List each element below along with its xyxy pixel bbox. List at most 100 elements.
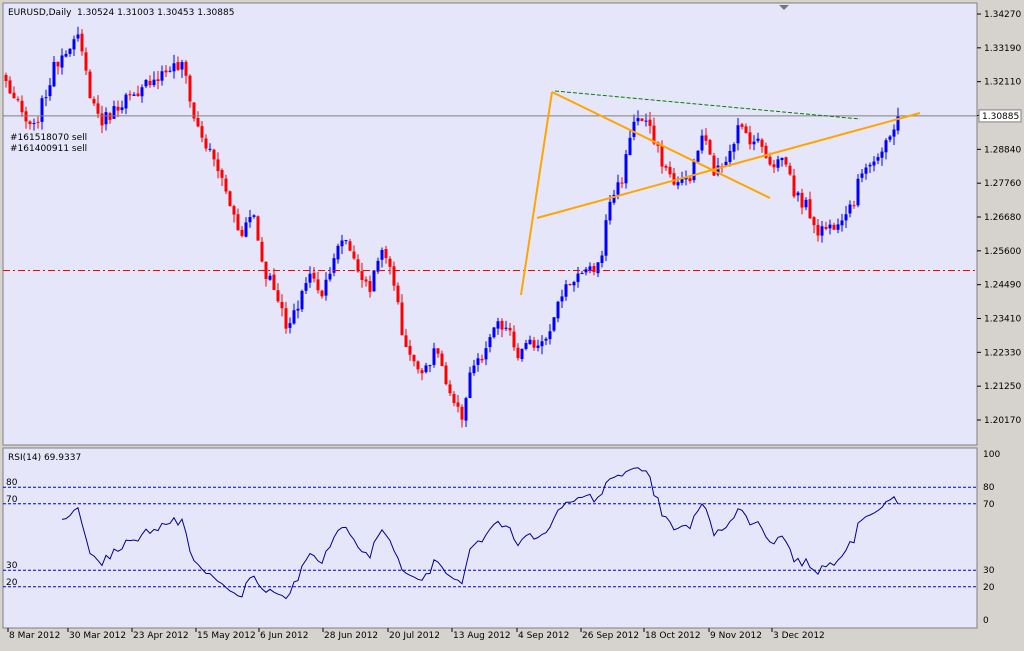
price-candle bbox=[520, 348, 524, 362]
price-candle bbox=[184, 60, 188, 84]
rsi-axis-tick-label: 80 bbox=[983, 483, 995, 493]
trendline-rising-support[interactable] bbox=[536, 112, 921, 219]
price-candle bbox=[804, 197, 808, 211]
price-candle bbox=[388, 256, 392, 275]
price-candle bbox=[892, 124, 896, 146]
price-candle bbox=[636, 110, 640, 126]
price-candle bbox=[596, 262, 600, 277]
chart-shift-marker-icon[interactable] bbox=[779, 5, 789, 10]
price-candle bbox=[272, 268, 276, 291]
price-candle bbox=[336, 243, 340, 264]
symbol-label: EURUSD,Daily bbox=[8, 8, 72, 18]
price-candle bbox=[28, 120, 32, 130]
price-candle bbox=[204, 134, 208, 152]
price-candle bbox=[580, 270, 584, 275]
price-candle bbox=[84, 47, 88, 76]
price-candle bbox=[356, 254, 360, 273]
price-candle bbox=[812, 216, 816, 234]
price-candle bbox=[852, 200, 856, 209]
price-candle bbox=[168, 66, 172, 73]
price-candle bbox=[16, 96, 20, 103]
price-candle bbox=[860, 169, 864, 183]
price-candle bbox=[396, 282, 400, 305]
price-candle bbox=[384, 245, 388, 264]
price-candle bbox=[820, 221, 824, 243]
price-candle bbox=[68, 48, 72, 57]
price-candle bbox=[592, 262, 596, 276]
price-candle bbox=[832, 222, 836, 231]
price-candle bbox=[348, 238, 352, 252]
price-candle bbox=[480, 354, 484, 364]
price-candle bbox=[92, 96, 96, 107]
price-candle bbox=[192, 102, 196, 122]
price-candle bbox=[236, 208, 240, 231]
price-candle bbox=[632, 114, 636, 141]
price-candle bbox=[124, 92, 128, 115]
price-candle bbox=[64, 50, 68, 58]
date-axis-tick-label: 30 Mar 2012 bbox=[69, 631, 126, 641]
price-panel[interactable] bbox=[2, 2, 978, 446]
price-candle bbox=[460, 404, 464, 428]
price-candle bbox=[884, 138, 888, 160]
price-candle bbox=[392, 261, 396, 291]
price-candle bbox=[80, 29, 84, 56]
price-candle bbox=[536, 339, 540, 352]
price-candle bbox=[828, 219, 832, 235]
price-axis-tick-label: 1.20170 bbox=[984, 416, 1021, 426]
price-candle bbox=[736, 117, 740, 151]
date-axis-tick-label: 8 Mar 2012 bbox=[9, 631, 60, 641]
price-candle bbox=[324, 272, 328, 301]
price-candle bbox=[304, 277, 308, 295]
price-candle bbox=[228, 190, 232, 207]
rsi-line bbox=[61, 467, 899, 600]
price-candle bbox=[836, 218, 840, 234]
price-candle bbox=[240, 226, 244, 238]
current-price-tag-label: 1.30885 bbox=[982, 112, 1019, 122]
price-candle bbox=[456, 395, 460, 413]
date-axis-tick-label: 6 Jun 2012 bbox=[260, 631, 308, 641]
price-axis-tick-label: 1.28840 bbox=[984, 145, 1021, 155]
price-candle bbox=[140, 84, 144, 103]
rsi-level-label: 80 bbox=[6, 478, 18, 488]
price-candle bbox=[216, 152, 220, 179]
price-candle bbox=[156, 70, 160, 90]
price-candle bbox=[468, 366, 472, 399]
price-candle bbox=[416, 360, 420, 374]
date-axis-tick-label: 26 Sep 2012 bbox=[582, 631, 639, 641]
price-candle bbox=[700, 129, 704, 154]
price-candle bbox=[244, 217, 248, 238]
price-candle bbox=[628, 130, 632, 156]
price-candle bbox=[188, 74, 192, 108]
price-candle bbox=[496, 317, 500, 335]
price-candle bbox=[56, 61, 60, 75]
trendline-dotted-resistance[interactable] bbox=[554, 90, 861, 120]
price-candle bbox=[148, 75, 152, 88]
axis-layer: 1.342701.331901.321101.299201.288401.277… bbox=[7, 10, 1022, 641]
rsi-panel[interactable] bbox=[2, 447, 978, 629]
trendline-ascending-wave[interactable] bbox=[520, 91, 553, 296]
price-candle bbox=[376, 257, 380, 274]
price-candle bbox=[132, 92, 136, 97]
price-candle bbox=[564, 279, 568, 301]
date-axis-tick-label: 18 Oct 2012 bbox=[645, 631, 701, 641]
price-candle bbox=[52, 56, 56, 88]
price-candle bbox=[176, 56, 180, 72]
price-candle bbox=[360, 262, 364, 288]
price-candle bbox=[424, 362, 428, 374]
price-candle bbox=[364, 276, 368, 287]
price-candle bbox=[172, 54, 176, 79]
price-candle bbox=[532, 336, 536, 351]
price-candle bbox=[864, 163, 868, 180]
price-candle bbox=[96, 95, 100, 119]
price-candle bbox=[368, 275, 372, 298]
price-candle bbox=[588, 262, 592, 274]
price-candle bbox=[260, 236, 264, 263]
trendline-descending[interactable] bbox=[551, 91, 771, 199]
price-candle bbox=[312, 267, 316, 283]
price-candle bbox=[692, 158, 696, 183]
price-candle bbox=[556, 300, 560, 323]
price-candle bbox=[296, 300, 300, 319]
price-candle bbox=[572, 280, 576, 292]
